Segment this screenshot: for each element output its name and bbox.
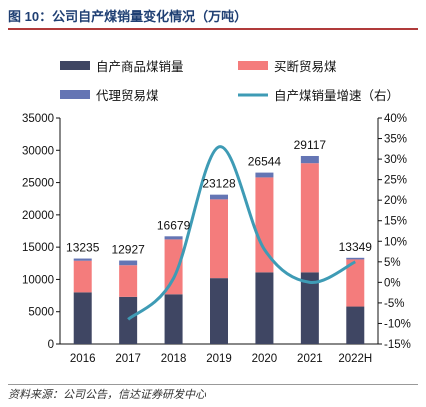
bar-purchased-trade [255,177,274,273]
bar-own-sales [300,272,319,344]
right-tick-label: 20% [384,195,407,207]
right-tick-label: 25% [384,175,407,187]
x-tick-label: 2021 [297,353,323,365]
left-tick-label: 25000 [22,178,54,190]
right-tick-label: -15% [384,339,411,351]
right-tick-label: 5% [384,257,401,269]
bar-own-sales [255,272,274,344]
right-tick-label: 0% [384,277,401,289]
bar-purchased-trade [210,199,228,279]
left-tick-label: 35000 [22,113,54,125]
total-label: 13349 [339,240,373,254]
legend-swatch-2 [60,90,90,99]
legend-swatch-0 [60,61,90,70]
bar-agency-trade [300,155,319,164]
bar-agency-trade [255,172,274,178]
left-tick-label: 0 [48,339,54,351]
left-tick-label: 30000 [22,145,54,157]
bar-purchased-trade [119,265,138,297]
bar-agency-trade [164,236,183,240]
total-label: 13235 [66,241,100,255]
bar-purchased-trade [346,259,365,307]
bar-own-sales [119,296,138,344]
left-tick-label: 10000 [22,274,54,286]
bar-purchased-trade [73,260,92,293]
x-tick-label: 2016 [70,353,96,365]
right-tick-label: -5% [384,298,404,310]
legend-label: 自产煤销量增速（右） [274,88,399,103]
right-tick-label: 15% [384,216,407,228]
source-note: 资料来源：公司公告，信达证券研发中心 [8,384,418,404]
x-tick-label: 2020 [252,353,278,365]
growth-line [127,145,356,321]
right-tick-label: 35% [384,134,407,146]
right-tick-label: -10% [384,318,411,330]
total-label: 29117 [294,138,327,152]
bar-agency-trade [119,260,138,266]
bar-purchased-trade [300,163,319,273]
right-tick-label: 10% [384,236,407,248]
bar-own-sales [346,306,365,344]
total-label: 26544 [248,155,282,169]
x-tick-label: 2017 [115,353,141,365]
bar-own-sales [164,294,183,344]
left-tick-label: 15000 [22,242,54,254]
bar-own-sales [210,278,228,344]
bar-agency-trade [73,258,92,261]
total-label: 16679 [157,218,191,232]
legend-label: 自产商品煤销量 [96,59,184,74]
x-tick-label: 2019 [206,353,232,365]
right-tick-label: 30% [384,154,407,166]
total-label: 12927 [111,243,145,257]
right-tick-label: 40% [384,113,407,125]
total-label: 23128 [202,177,236,191]
axes: 0 5000 10000 15000 20000 25000 30000 35000 -15% -… [22,113,411,365]
data-labels: 13235 12927 16679 23128 26544 29117 13349 [66,138,372,257]
legend-label: 买断贸易煤 [274,59,337,74]
growth-line-group [127,145,356,321]
bar-own-sales [73,292,92,344]
x-tick-label: 2022H [338,353,372,365]
stacked-bars [73,155,365,344]
x-tick-label: 2018 [161,353,187,365]
left-tick-label: 20000 [22,210,54,222]
legend-swatch-1 [238,61,268,70]
left-tick-label: 5000 [28,307,54,319]
bar-purchased-trade [164,239,183,295]
bar-agency-trade [210,194,228,200]
bar-agency-trade [346,257,365,260]
legend-label: 代理贸易煤 [96,89,159,103]
figure-title: 图 10：公司自产煤销量变化情况（万吨） [8,4,418,30]
